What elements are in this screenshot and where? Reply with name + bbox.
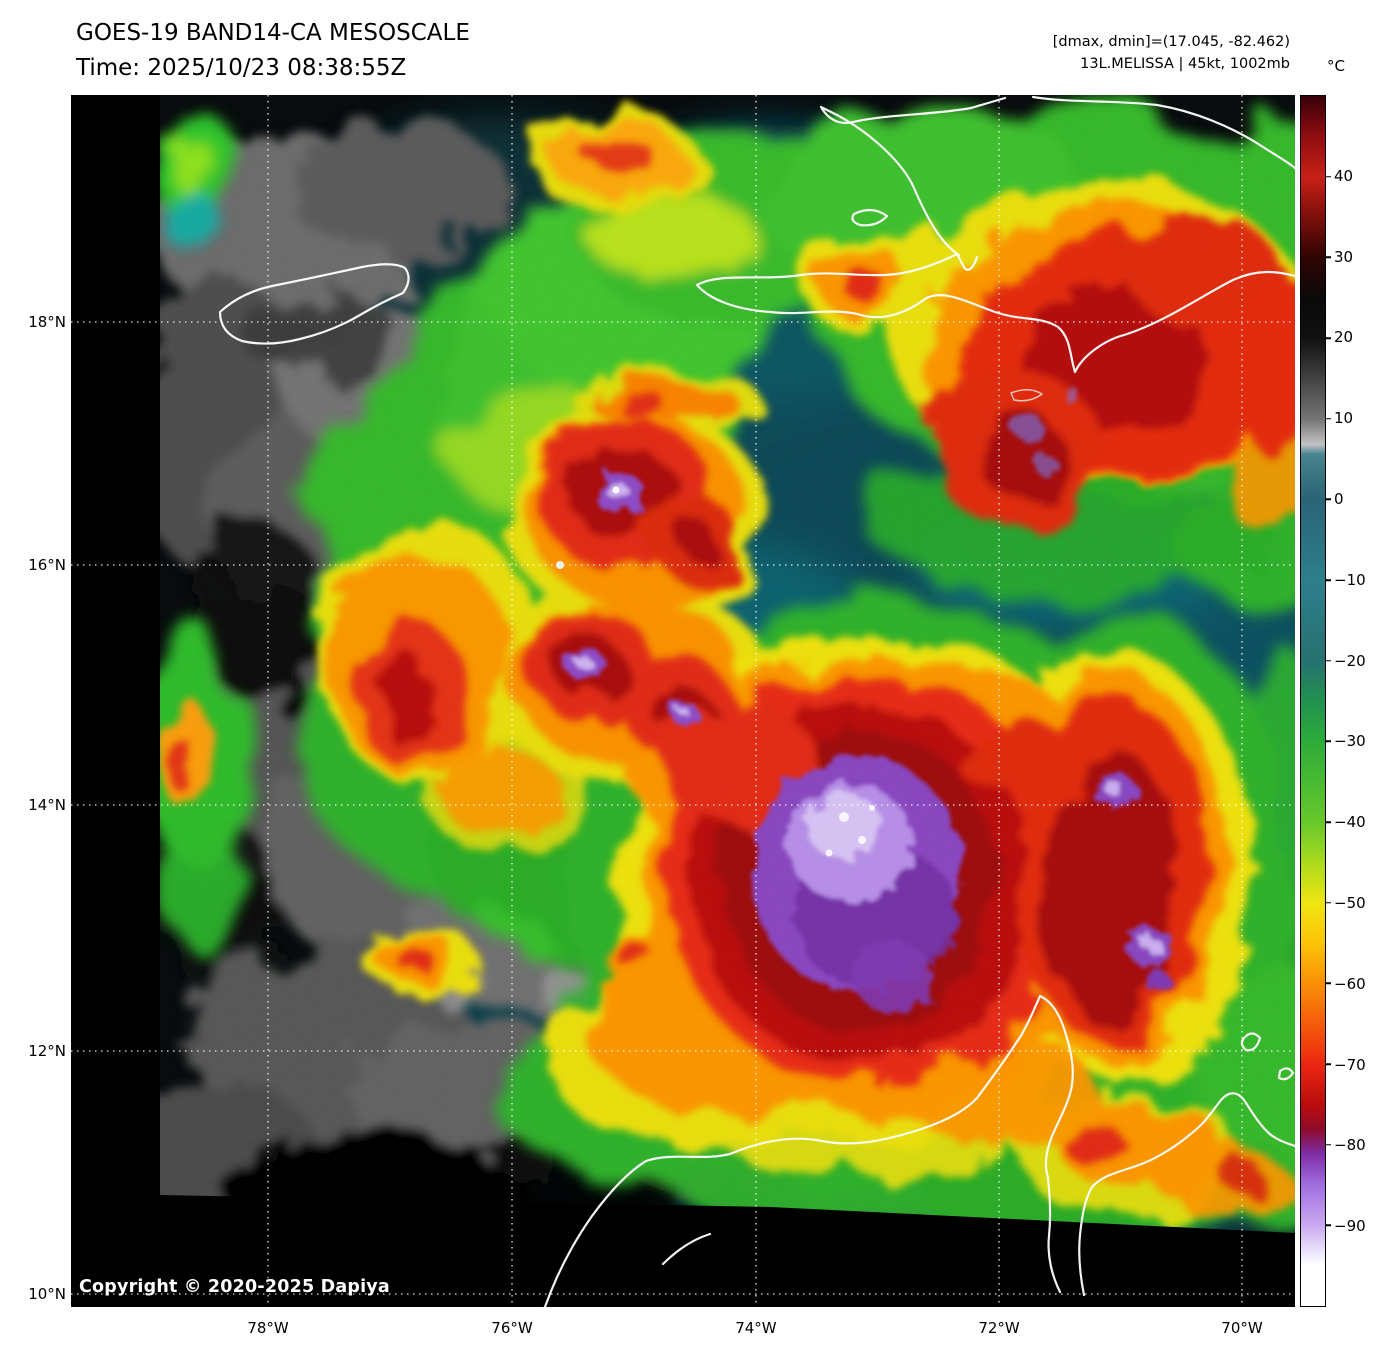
colorbar-tick-label: −90 [1334, 1217, 1366, 1236]
copyright-text: Copyright © 2020-2025 Dapiya [79, 1277, 390, 1297]
lon-axis-label: 70°W [1221, 1319, 1263, 1337]
colorbar-tick-label: −30 [1334, 732, 1366, 751]
lat-axis-label: 10°N [28, 1285, 66, 1304]
satellite-map: Copyright © 2020-2025 Dapiya [71, 95, 1295, 1307]
lat-axis-label: 16°N [28, 556, 66, 574]
coastlines [218, 95, 1295, 1307]
colorbar-tick-label: −70 [1334, 1055, 1366, 1074]
lon-axis-label: 76°W [491, 1319, 533, 1337]
colorbar [1300, 95, 1331, 1307]
colorbar-tick-mark [1326, 175, 1331, 178]
colorbar-tick-label: 0 [1334, 490, 1344, 508]
colorbar-tick-label: −40 [1334, 813, 1366, 832]
coastline-small-island [1277, 1067, 1295, 1081]
colorbar-unit-label: °C [1327, 57, 1345, 75]
lat-axis-label: 12°N [28, 1042, 66, 1061]
colorbar-tick-label: −60 [1334, 974, 1366, 993]
colorbar-tick-mark [1326, 821, 1331, 823]
colorbar-tick-label: −80 [1334, 1136, 1366, 1155]
colorbar-tick-label: −50 [1334, 894, 1366, 912]
colorbar-tick-label: −20 [1334, 651, 1366, 670]
colorbar-tick-label: 20 [1334, 328, 1354, 347]
coastline-hispaniola-south [695, 252, 1295, 374]
colorbar-tick-mark [1326, 498, 1331, 501]
colorbar-tick-mark [1326, 901, 1331, 904]
colorbar-tick-mark [1326, 417, 1331, 420]
colorbar-tick-mark [1326, 1224, 1331, 1227]
colorbar-tick-label: −10 [1334, 570, 1366, 589]
lon-axis-label: 78°W [247, 1319, 289, 1337]
coastline-lake-enriquillo [1010, 389, 1043, 402]
colorbar-gradient [1301, 96, 1325, 1306]
colorbar-tick-mark [1326, 337, 1331, 339]
colorbar-tick-mark [1326, 982, 1331, 985]
coastline-hispaniola-north [819, 95, 1295, 257]
title-block: GOES-19 BAND14-CA MESOSCALE Time: 2025/1… [76, 16, 470, 85]
colorbar-tick-label: 30 [1334, 247, 1354, 266]
coastline-gonave-island [851, 208, 889, 227]
colorbar-tick-label: 40 [1334, 166, 1354, 185]
lat-axis-label: 14°N [28, 795, 66, 814]
coastline-south-america [543, 994, 1295, 1307]
page-title: GOES-19 BAND14-CA MESOSCALE [76, 20, 470, 46]
lon-axis-label: 74°W [735, 1319, 777, 1337]
grid-lines [71, 95, 1295, 1307]
lon-axis-label: 72°W [978, 1319, 1020, 1337]
coastline-jamaica [218, 263, 410, 345]
colorbar-tick-mark [1326, 1143, 1331, 1146]
info-block: [dmax, dmin]=(17.045, -82.462) 13L.MELIS… [1053, 31, 1290, 76]
sensor-grain-texture [160, 95, 1295, 1233]
colorbar-tick-mark [1326, 1063, 1331, 1065]
colorbar-tick-mark [1326, 579, 1331, 581]
colorbar-tick-label: 10 [1334, 409, 1354, 428]
timestamp: Time: 2025/10/23 08:38:55Z [76, 54, 407, 81]
storm-info: 13L.MELISSA | 45kt, 1002mb [1080, 56, 1290, 73]
imagery-region [160, 95, 1295, 1233]
dmax-dmin-readout: [dmax, dmin]=(17.045, -82.462) [1052, 34, 1290, 50]
colorbar-tick-mark [1326, 659, 1331, 662]
colorbar-tick-mark [1326, 256, 1331, 259]
satellite-image [71, 95, 1295, 1307]
lat-axis-label: 18°N [28, 313, 66, 331]
colorbar-tick-mark [1326, 740, 1331, 743]
